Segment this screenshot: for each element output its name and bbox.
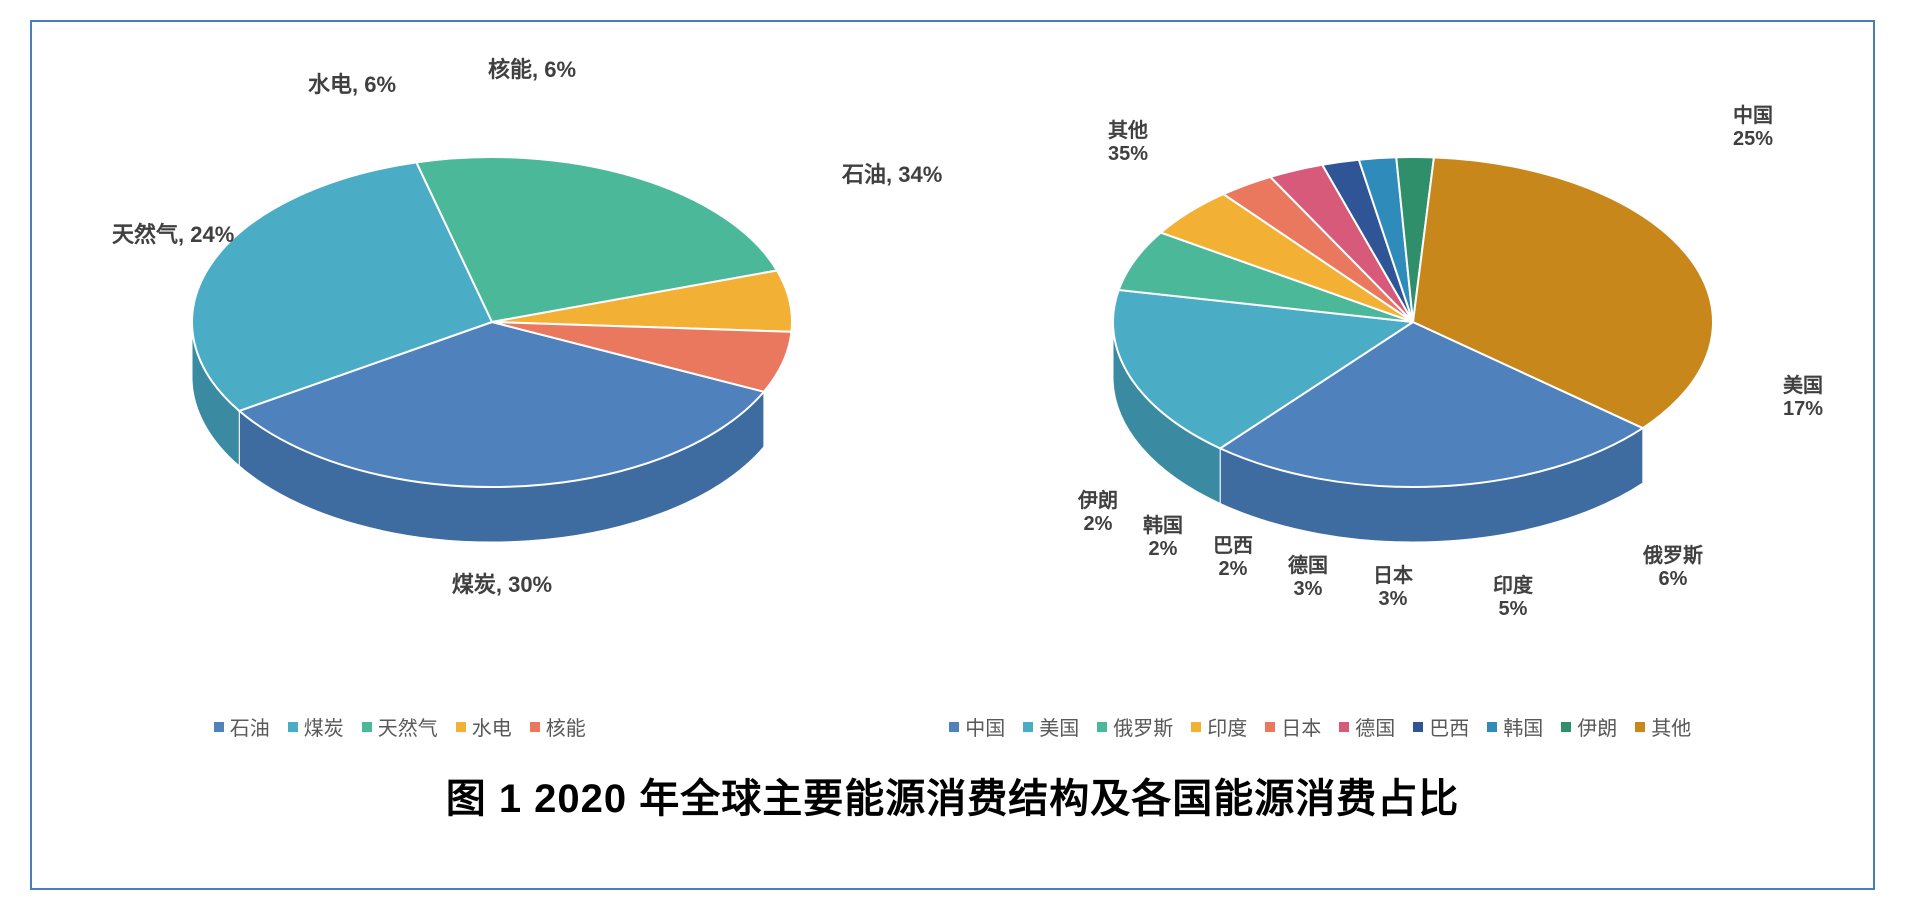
legend-label: 俄罗斯 xyxy=(1113,712,1173,741)
pie-data-label: 煤炭, 30% xyxy=(452,572,552,597)
legend-label: 日本 xyxy=(1281,712,1321,741)
pie-data-label: 德国3% xyxy=(1288,553,1328,600)
legend-swatch xyxy=(1023,722,1033,732)
legend-swatch xyxy=(1265,722,1275,732)
legend-item: 核能 xyxy=(530,712,586,741)
pie-data-label: 巴西2% xyxy=(1213,535,1253,580)
legend-label: 石油 xyxy=(230,712,270,741)
legend-swatch xyxy=(1191,722,1201,732)
legend-row: 石油 煤炭 天然气 水电 核能 中国 美国 俄罗斯 印度 日本 德国 巴西 韩国 伊朗 其他 xyxy=(32,712,1873,741)
legend-swatch xyxy=(1487,722,1497,732)
legend-item: 其他 xyxy=(1635,712,1691,741)
legend-swatch xyxy=(1635,722,1645,732)
legend-label: 水电 xyxy=(472,712,512,741)
legend-label: 韩国 xyxy=(1503,712,1543,741)
legend-swatch xyxy=(949,722,959,732)
charts-row: 石油, 34% 煤炭, 30% 天然气, 24% 水电, 6% 核能, 6% 中国25%… xyxy=(32,22,1873,702)
legend-item: 韩国 xyxy=(1487,712,1543,741)
legend-label: 煤炭 xyxy=(304,712,344,741)
legend-item: 水电 xyxy=(456,712,512,741)
legend-label: 天然气 xyxy=(378,712,438,741)
page: 石油, 34% 煤炭, 30% 天然气, 24% 水电, 6% 核能, 6% 中国25%… xyxy=(0,0,1905,900)
legend-item: 伊朗 xyxy=(1561,712,1617,741)
legend-item: 石油 xyxy=(214,712,270,741)
legend-item: 德国 xyxy=(1339,712,1395,741)
legend-item: 煤炭 xyxy=(288,712,344,741)
figure-caption: 图 1 2020 年全球主要能源消费结构及各国能源消费占比 xyxy=(32,766,1873,824)
legend-swatch xyxy=(214,722,224,732)
pie-data-label: 美国17% xyxy=(1782,373,1822,420)
legend-swatch xyxy=(1339,722,1349,732)
legend-swatch xyxy=(456,722,466,732)
legend-left: 石油 煤炭 天然气 水电 核能 xyxy=(214,712,586,741)
pie-data-label: 伊朗2% xyxy=(1077,489,1118,535)
legend-swatch xyxy=(1561,722,1571,732)
legend-swatch xyxy=(1413,722,1423,732)
pie-data-label: 俄罗斯6% xyxy=(1642,543,1703,590)
legend-swatch xyxy=(530,722,540,732)
energy-structure-pie: 石油, 34% 煤炭, 30% 天然气, 24% 水电, 6% 核能, 6% xyxy=(32,22,952,682)
legend-swatch xyxy=(362,722,372,732)
legend-label: 德国 xyxy=(1355,712,1395,741)
legend-item: 俄罗斯 xyxy=(1097,712,1173,741)
legend-swatch xyxy=(288,722,298,732)
legend-item: 印度 xyxy=(1191,712,1247,741)
legend-swatch xyxy=(1097,722,1107,732)
pie-data-label: 印度5% xyxy=(1493,573,1534,620)
pie-data-label: 石油, 34% xyxy=(841,162,942,187)
pie-data-label: 日本3% xyxy=(1373,564,1413,610)
chart-frame: 石油, 34% 煤炭, 30% 天然气, 24% 水电, 6% 核能, 6% 中国25%… xyxy=(30,20,1875,890)
pie-data-label: 中国25% xyxy=(1732,103,1772,150)
pie-data-label: 天然气, 24% xyxy=(112,222,234,247)
legend-label: 伊朗 xyxy=(1577,712,1617,741)
chart-right-cell: 中国25% 美国17% 俄罗斯6% 印度5% 日本3% 德国3% 巴西2% 韩国2% 伊朗2% 其… xyxy=(953,22,1874,702)
country-share-pie: 中国25% 美国17% 俄罗斯6% 印度5% 日本3% 德国3% 巴西2% 韩国2% 伊朗2% 其… xyxy=(953,22,1873,682)
legend-item: 天然气 xyxy=(362,712,438,741)
legend-item: 巴西 xyxy=(1413,712,1469,741)
legend-label: 核能 xyxy=(546,712,586,741)
legend-right: 中国 美国 俄罗斯 印度 日本 德国 巴西 韩国 伊朗 其他 xyxy=(949,712,1691,741)
pie-data-label: 韩国2% xyxy=(1143,513,1183,560)
legend-item: 中国 xyxy=(949,712,1005,741)
chart-left-cell: 石油, 34% 煤炭, 30% 天然气, 24% 水电, 6% 核能, 6% xyxy=(32,22,953,702)
legend-label: 其他 xyxy=(1651,712,1691,741)
legend-label: 美国 xyxy=(1039,712,1079,741)
legend-item: 日本 xyxy=(1265,712,1321,741)
pie-data-label: 水电, 6% xyxy=(308,72,396,97)
pie-data-label: 核能, 6% xyxy=(488,57,576,82)
legend-label: 印度 xyxy=(1207,712,1247,741)
legend-item: 美国 xyxy=(1023,712,1079,741)
legend-label: 巴西 xyxy=(1429,712,1469,741)
legend-label: 中国 xyxy=(965,712,1005,741)
pie-data-label: 其他35% xyxy=(1107,118,1147,165)
